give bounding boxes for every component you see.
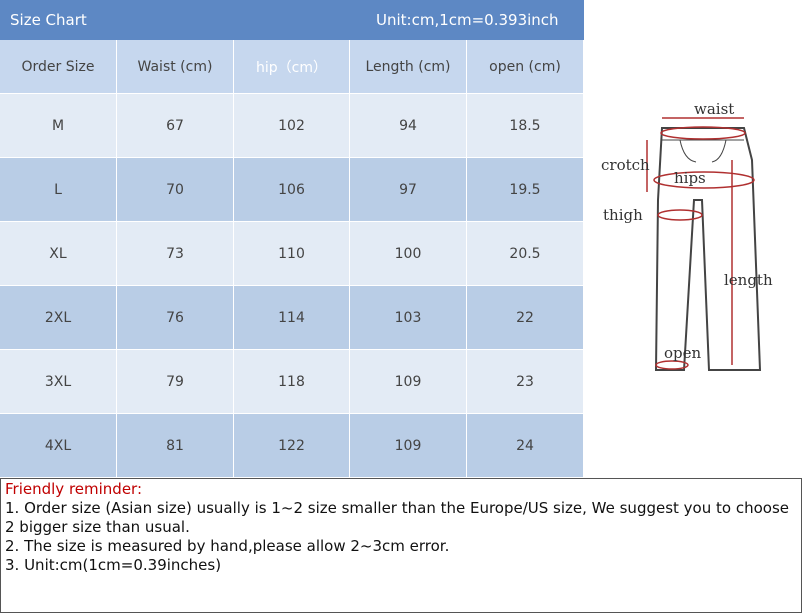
table-cell: 24 <box>467 414 584 478</box>
table-cell: 122 <box>234 414 350 478</box>
table-cell: 23 <box>467 350 584 414</box>
table-cell: 19.5 <box>467 158 584 222</box>
label-thigh: thigh <box>603 206 643 224</box>
table-cell: 109 <box>350 350 467 414</box>
title: Size Chart <box>10 11 87 29</box>
table-cell: 103 <box>350 286 467 350</box>
header-bar: Size Chart Unit:cm,1cm=0.393inch <box>0 0 584 40</box>
table-cell: 70 <box>117 158 234 222</box>
pants-diagram: waist crotch hips thigh length open <box>601 100 773 371</box>
reminder-line: 1. Order size (Asian size) usually is 1~… <box>5 499 789 536</box>
unit: Unit:cm,1cm=0.393inch <box>376 11 559 29</box>
table-cell: 79 <box>117 350 234 414</box>
table-cell: 4XL <box>0 414 117 478</box>
table-cell: L <box>0 158 117 222</box>
reminder-line: 3. Unit:cm(1cm=0.39inches) <box>5 556 222 574</box>
table-cell: 102 <box>234 94 350 158</box>
table-cell: 22 <box>467 286 584 350</box>
table-cell: 20.5 <box>467 222 584 286</box>
table-cell: XL <box>0 222 117 286</box>
label-open: open <box>664 344 702 362</box>
column-header: Waist (cm) <box>117 40 234 94</box>
table-cell: M <box>0 94 117 158</box>
table-cell: 67 <box>117 94 234 158</box>
table-cell: 97 <box>350 158 467 222</box>
table-cell: 2XL <box>0 286 117 350</box>
reminder-title: Friendly reminder: <box>5 480 142 498</box>
table-cell: 118 <box>234 350 350 414</box>
reminder: Friendly reminder: 1. Order size (Asian … <box>0 478 802 613</box>
label-waist: waist <box>694 100 734 118</box>
table-cell: 3XL <box>0 350 117 414</box>
column-header: Order Size <box>0 40 117 94</box>
column-header: Length (cm) <box>350 40 467 94</box>
label-hips: hips <box>674 169 706 187</box>
reminder-line: 2. The size is measured by hand,please a… <box>5 537 450 555</box>
label-crotch: crotch <box>601 156 650 174</box>
table-cell: 18.5 <box>467 94 584 158</box>
column-header: open (cm) <box>467 40 584 94</box>
table-cell: 76 <box>117 286 234 350</box>
table-cell: 110 <box>234 222 350 286</box>
column-header: hip（cm） <box>234 40 350 94</box>
table-cell: 100 <box>350 222 467 286</box>
table-cell: 94 <box>350 94 467 158</box>
label-length: length <box>724 271 773 289</box>
table-cell: 114 <box>234 286 350 350</box>
table-cell: 81 <box>117 414 234 478</box>
table-cell: 106 <box>234 158 350 222</box>
table-cell: 73 <box>117 222 234 286</box>
table-cell: 109 <box>350 414 467 478</box>
